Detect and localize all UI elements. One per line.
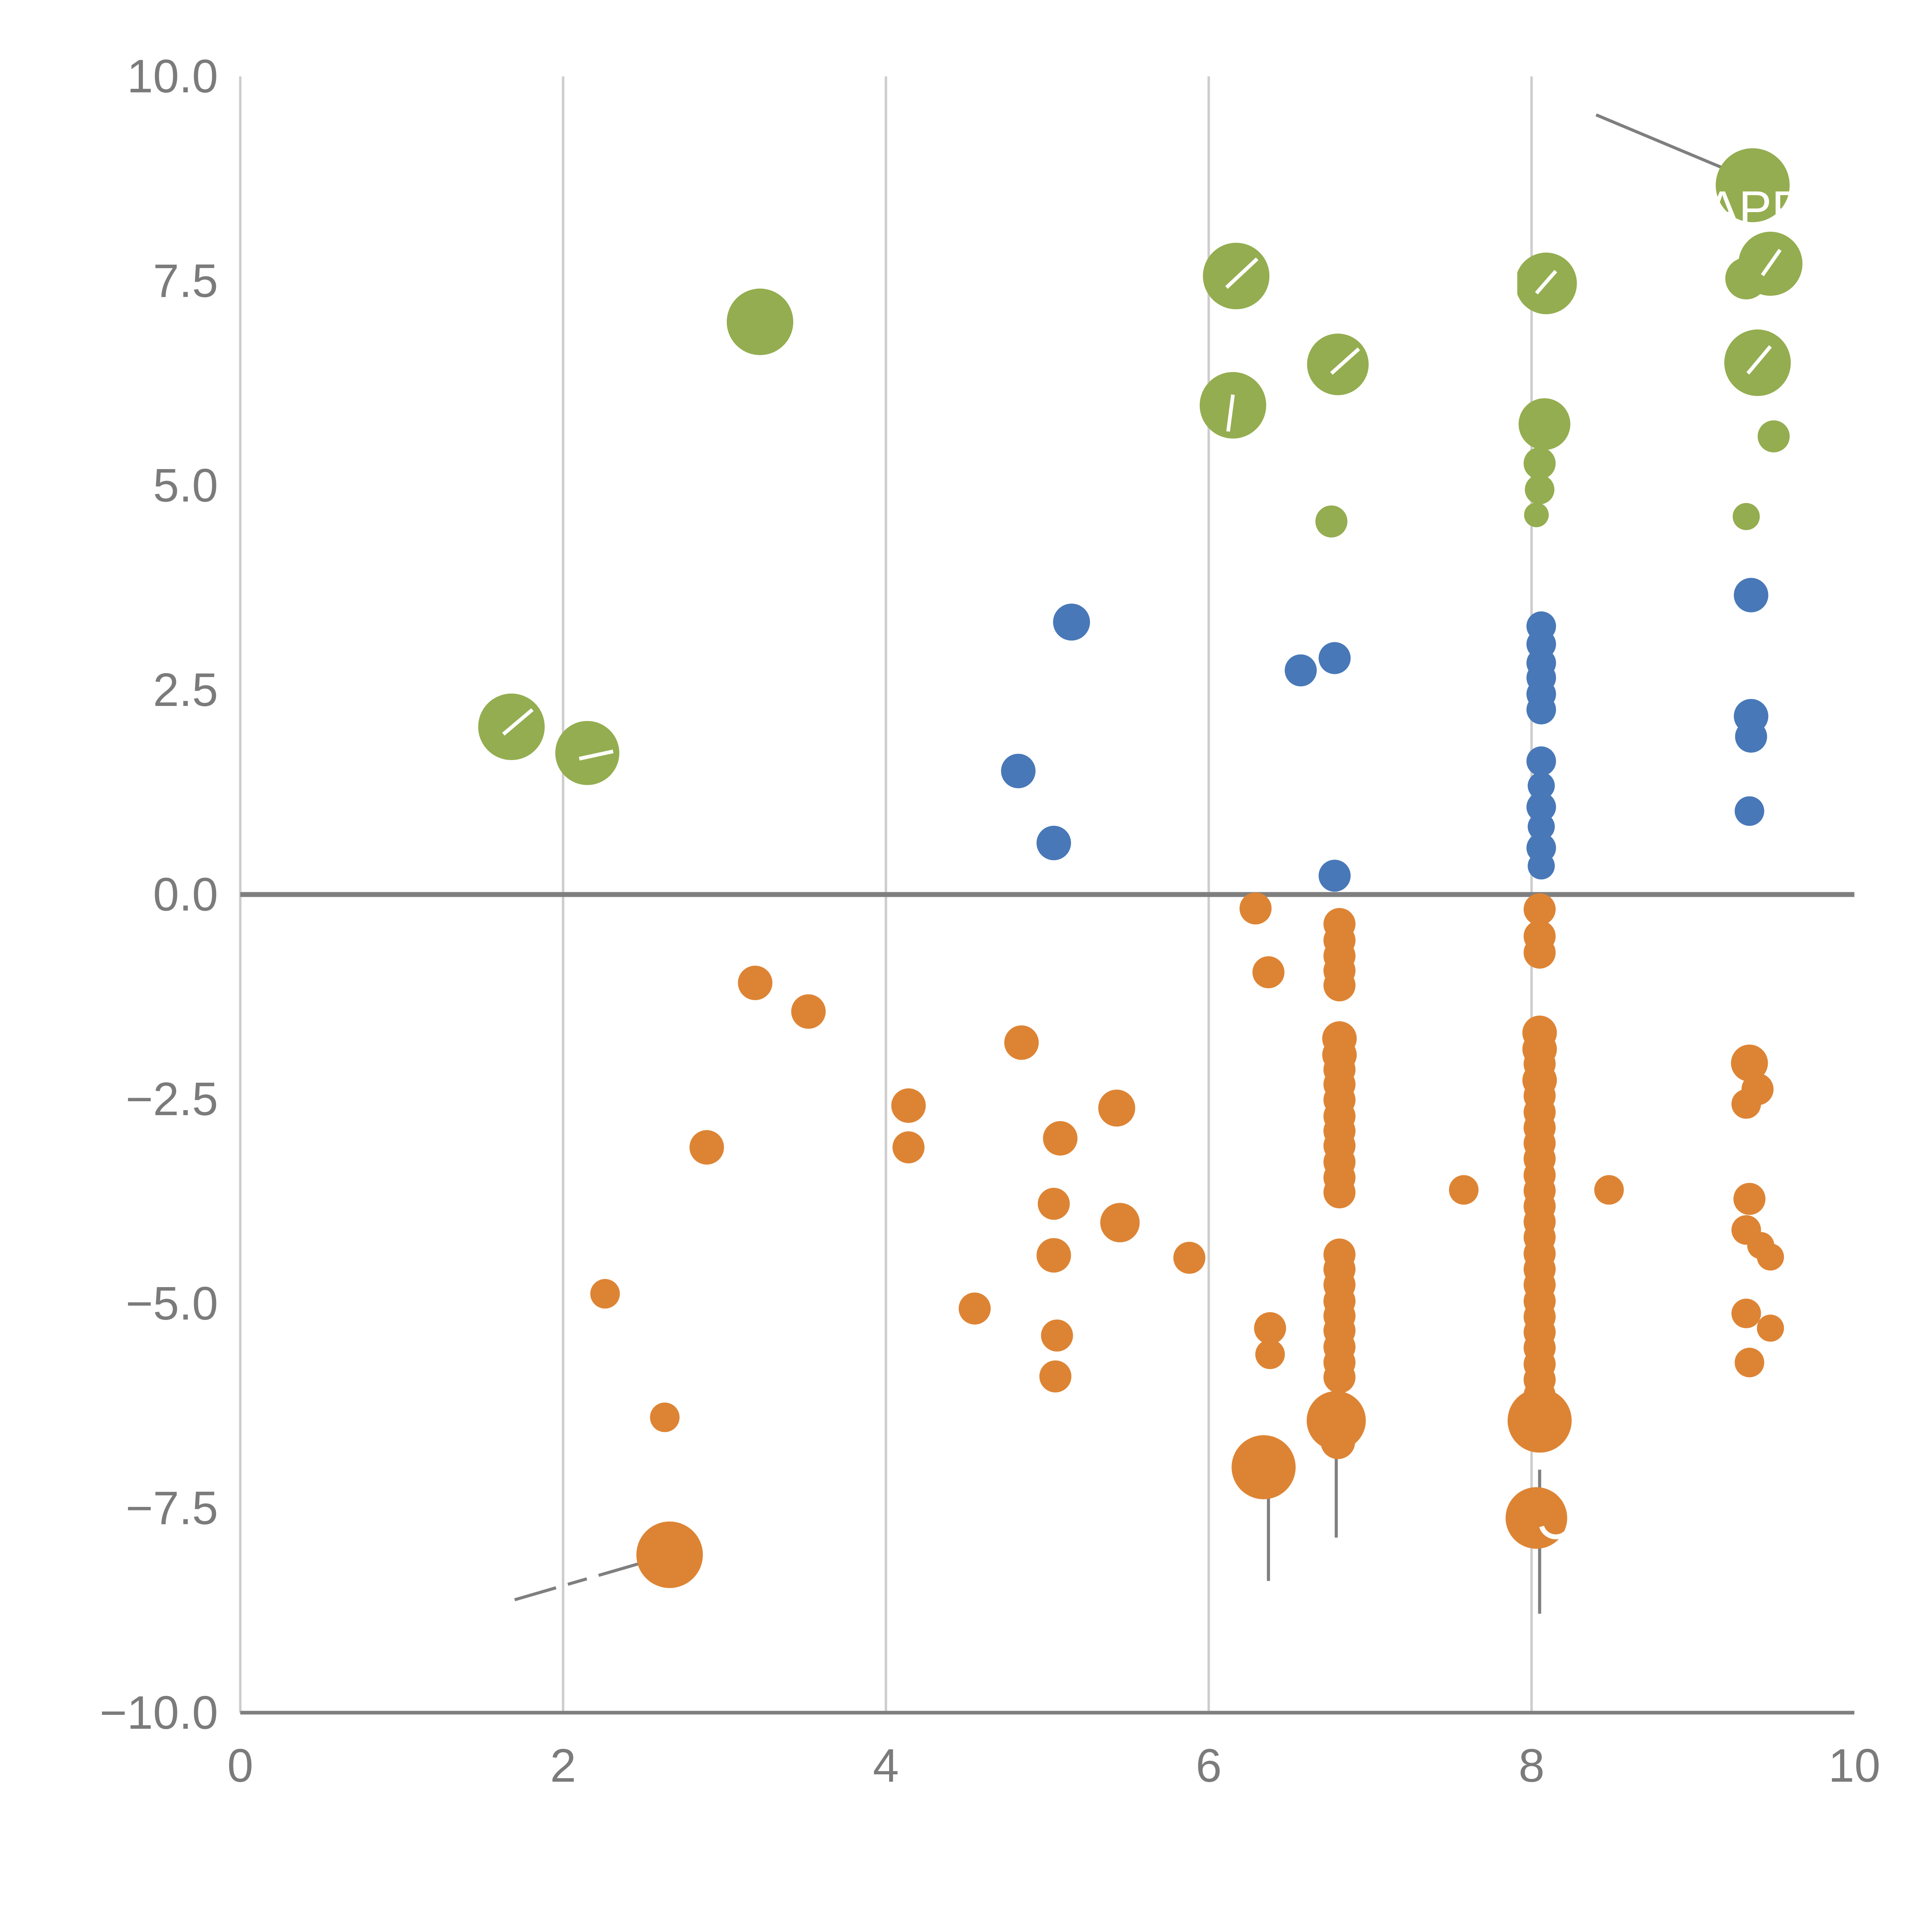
- data-point-orange: [738, 966, 773, 1000]
- data-point-green: [1307, 333, 1369, 395]
- data-point-blue: [1527, 772, 1555, 799]
- y-tick-label: −10.0: [100, 1686, 218, 1739]
- data-point-blue: [1527, 813, 1555, 840]
- data-point-orange: [891, 1088, 926, 1123]
- data-point-blue: [1735, 796, 1764, 826]
- data-point-blue: [1526, 695, 1556, 724]
- data-point-green: [1315, 505, 1348, 537]
- annotation-white-line: [579, 749, 614, 761]
- data-point-blue: [1735, 720, 1767, 753]
- data-point-orange: [791, 994, 826, 1029]
- data-point-orange: [1231, 1435, 1296, 1500]
- annotation-white-line: [1535, 270, 1557, 294]
- annotation-white-line: [1330, 347, 1360, 375]
- data-point-blue: [1318, 859, 1351, 892]
- data-point-blue: [1284, 654, 1317, 687]
- y-tick-label: 7.5: [153, 254, 218, 307]
- y-tick-label: 10.0: [127, 50, 218, 102]
- annotation-white-line: [1761, 248, 1782, 276]
- data-point-orange: [1731, 1044, 1768, 1082]
- data-point-orange: [1323, 969, 1356, 1002]
- data-point-orange: [1039, 1360, 1071, 1393]
- y-tick-label: 2.5: [153, 663, 218, 716]
- data-point-orange: [1239, 892, 1272, 925]
- data-point-blue: [1053, 604, 1090, 641]
- data-point-orange: [1731, 1089, 1761, 1119]
- data-point-orange: [1320, 1424, 1355, 1459]
- y-tick-label: 5.0: [153, 459, 218, 512]
- data-point-orange: [1757, 1243, 1784, 1271]
- data-point-orange: [1524, 936, 1556, 969]
- data-point-green: [1524, 502, 1549, 527]
- data-point-orange: [1173, 1242, 1206, 1274]
- data-point-orange: [1098, 1089, 1135, 1127]
- data-point-orange: [1255, 1339, 1285, 1369]
- data-point-orange: [1041, 1319, 1073, 1352]
- data-point-orange: [636, 1521, 703, 1588]
- data-point-orange: [1524, 893, 1556, 925]
- annotation-label: APP: [1706, 181, 1804, 236]
- data-point-orange: [1594, 1175, 1624, 1205]
- data-point-blue: [1526, 746, 1556, 776]
- data-point-orange: [1507, 1388, 1572, 1453]
- annotation-white-line: [1746, 345, 1772, 375]
- annotation-white-circle: [1538, 1505, 1573, 1539]
- data-point-orange: [1004, 1025, 1039, 1060]
- data-point-orange: [1505, 1487, 1567, 1549]
- data-point-orange: [1037, 1187, 1070, 1220]
- x-tick-label: 4: [873, 1739, 899, 1792]
- x-tick-label: 8: [1519, 1739, 1544, 1792]
- data-point-blue: [1318, 642, 1351, 674]
- data-point-orange: [959, 1292, 991, 1325]
- data-point-orange: [1323, 1361, 1356, 1393]
- data-point-green: [726, 288, 793, 355]
- data-point-orange: [1043, 1121, 1078, 1156]
- data-point-orange: [1036, 1238, 1071, 1273]
- data-point-orange: [689, 1130, 724, 1165]
- y-tick-label: −2.5: [126, 1073, 218, 1125]
- data-point-green: [1716, 148, 1790, 222]
- annotation-white-line: [1225, 257, 1259, 289]
- data-point-orange: [1252, 956, 1285, 988]
- x-tick-label: 6: [1196, 1739, 1221, 1792]
- data-point-green: [1757, 420, 1790, 452]
- data-point-blue: [1526, 792, 1556, 822]
- x-tick-label: 10: [1828, 1739, 1881, 1792]
- data-point-orange: [1100, 1203, 1140, 1243]
- annotation-white-line: [502, 708, 534, 736]
- y-tick-label: −7.5: [126, 1482, 218, 1534]
- y-tick-label: −5.0: [126, 1277, 218, 1330]
- x-tick-label: 2: [550, 1739, 576, 1792]
- x-tick-label: 0: [227, 1739, 253, 1792]
- data-point-orange: [590, 1279, 620, 1309]
- data-point-green: [1519, 398, 1571, 450]
- y-tick-label: 0.0: [153, 868, 218, 921]
- data-point-blue: [1001, 753, 1036, 788]
- data-point-orange: [1733, 1183, 1766, 1215]
- data-point-orange: [1449, 1175, 1479, 1205]
- data-point-green: [1733, 503, 1760, 530]
- data-point-orange: [650, 1402, 680, 1432]
- data-point-orange: [1757, 1315, 1784, 1342]
- data-point-blue: [1527, 852, 1555, 880]
- data-point-blue: [1036, 826, 1071, 861]
- data-point-orange: [1731, 1298, 1761, 1328]
- data-point-green: [555, 721, 619, 785]
- data-point-orange: [1254, 1312, 1286, 1344]
- data-point-green: [1524, 447, 1556, 480]
- data-point-green: [1725, 257, 1767, 299]
- data-point-green: [1525, 474, 1554, 505]
- annotation-white-line: [1226, 394, 1235, 432]
- data-point-orange: [1323, 1176, 1356, 1209]
- data-point-blue: [1734, 578, 1769, 612]
- data-point-orange: [892, 1131, 925, 1163]
- data-point-orange: [1735, 1347, 1764, 1378]
